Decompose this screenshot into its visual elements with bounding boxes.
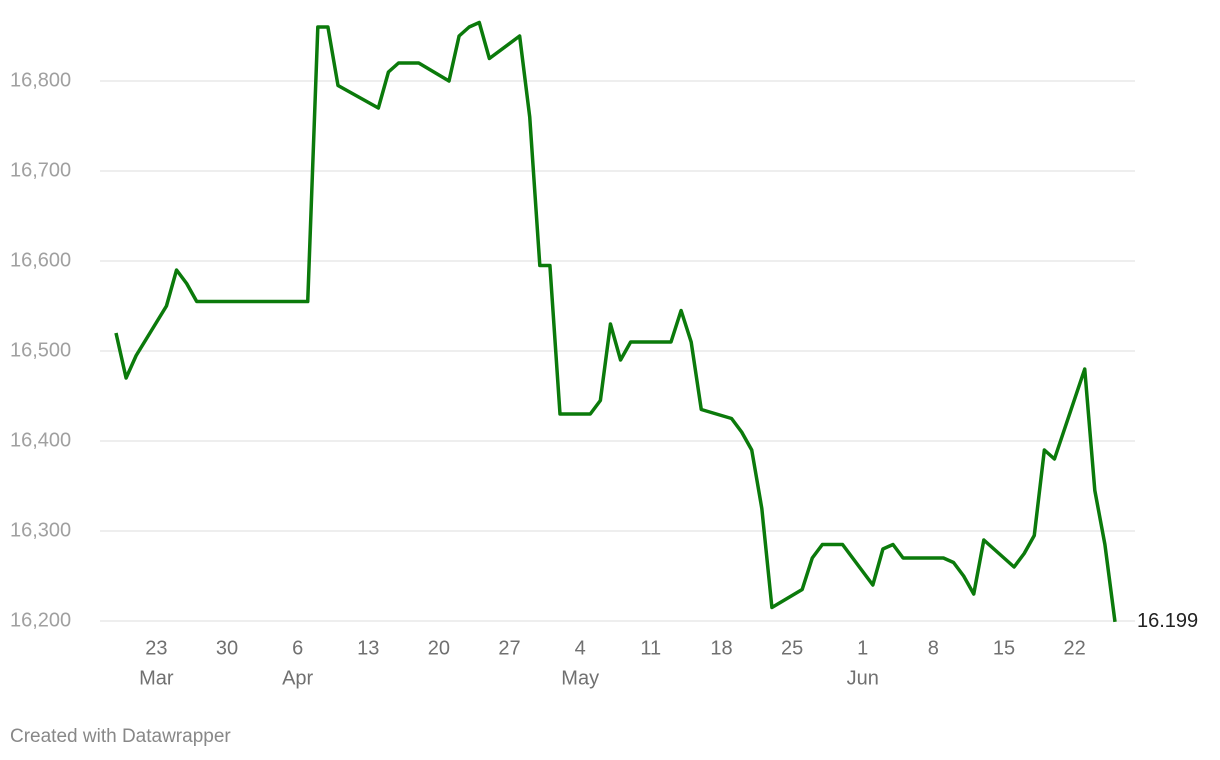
x-month-label: May (561, 667, 599, 689)
x-tick-label: 27 (498, 637, 520, 659)
x-tick-label: 25 (781, 637, 803, 659)
y-tick-label: 16,700 (10, 159, 71, 181)
x-tick-label: 4 (575, 637, 586, 659)
y-tick-label: 16,300 (10, 519, 71, 541)
x-tick-label: 18 (710, 637, 732, 659)
x-tick-label: 20 (428, 637, 450, 659)
y-tick-label: 16,800 (10, 69, 71, 91)
x-tick-label: 8 (928, 637, 939, 659)
footer: Created with Datawrapper (10, 726, 231, 747)
x-month-label: Jun (847, 667, 879, 689)
x-tick-label: 23 (145, 637, 167, 659)
end-value-label: 16.199 (1137, 610, 1198, 632)
line (114, 20, 1117, 623)
y-tick-label: 16,400 (10, 429, 71, 451)
x-tick-label: 11 (640, 637, 661, 659)
x-tick-label: 30 (216, 637, 238, 659)
x-tick-label: 22 (1064, 637, 1086, 659)
x-tick-label: 6 (292, 637, 303, 659)
y-tick-label: 16,500 (10, 339, 71, 361)
x-month-label: Apr (282, 667, 313, 689)
x-tick-label: 15 (993, 637, 1015, 659)
x-tick-label: 13 (357, 637, 379, 659)
x-month-label: Mar (139, 667, 174, 689)
y-tick-label: 16,600 (10, 249, 71, 271)
y-tick-label: 16,200 (10, 609, 71, 631)
x-tick-label: 1 (857, 637, 868, 659)
